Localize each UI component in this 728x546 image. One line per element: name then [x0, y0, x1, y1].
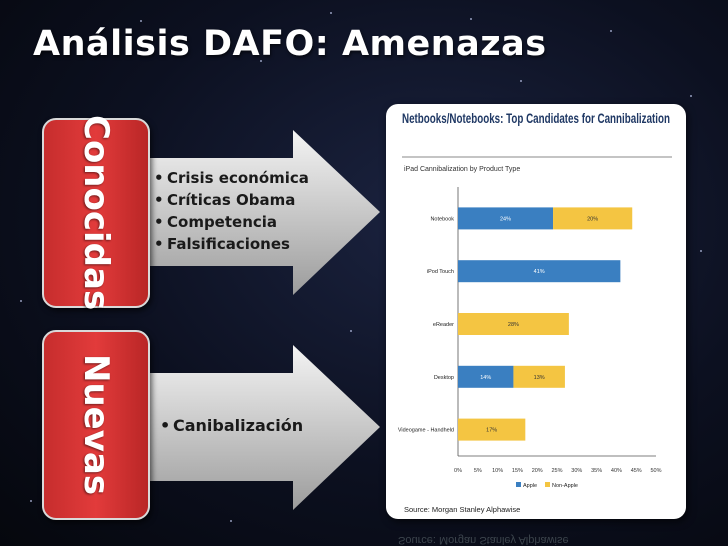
new-label: Nuevas: [76, 354, 116, 496]
x-tick-label: 35%: [591, 468, 602, 474]
chart-card: Netbooks/Notebooks: Top Candidates for C…: [386, 104, 686, 519]
bar-non-apple: [553, 207, 633, 230]
list-item: Competencia: [154, 211, 309, 233]
known-label: Conocidas: [76, 115, 116, 311]
x-tick-label: 30%: [571, 468, 582, 474]
x-tick-label: 50%: [650, 468, 661, 474]
chart-source: Source: Morgan Stanley Alphawise: [404, 505, 520, 514]
category-label: Desktop: [434, 375, 454, 381]
category-label: eReader: [433, 322, 454, 328]
x-tick-label: 15%: [512, 468, 523, 474]
list-item: Crisis económica: [154, 167, 309, 189]
x-tick-label: 20%: [532, 468, 543, 474]
known-bullet-list: Crisis económica Críticas Obama Competen…: [154, 167, 309, 255]
list-item: Críticas Obama: [154, 189, 309, 211]
bar-non-apple: [513, 365, 565, 388]
new-bullet-list: Canibalización: [160, 415, 303, 437]
data-label: 17%: [486, 428, 497, 434]
category-label: iPod Touch: [427, 269, 454, 275]
list-item: Falsificaciones: [154, 233, 309, 255]
data-label: 41%: [534, 269, 545, 275]
data-label: 13%: [534, 375, 545, 381]
bar-non-apple: [458, 418, 526, 441]
data-label: 24%: [500, 216, 511, 222]
x-tick-label: 10%: [492, 468, 503, 474]
known-label-box: Conocidas: [42, 115, 150, 311]
bar-apple: [458, 207, 554, 230]
legend-entry: Non-Apple: [552, 483, 578, 489]
category-label: Notebook: [430, 216, 454, 222]
bar-apple: [458, 365, 514, 388]
list-item: Canibalización: [160, 415, 303, 437]
legend-entry: Apple: [523, 483, 537, 489]
cannibalization-chart: Netbooks/Notebooks: Top Candidates for C…: [398, 111, 672, 514]
chart-subtitle: iPad Cannibalization by Product Type: [404, 166, 520, 173]
x-tick-label: 25%: [551, 468, 562, 474]
legend-swatch: [516, 482, 521, 487]
source-reflection: Source: Morgan Stanley Alphawise: [398, 534, 569, 546]
new-label-box: Nuevas: [42, 330, 150, 520]
bar-apple: [458, 260, 621, 283]
data-label: 20%: [587, 216, 598, 222]
data-label: 28%: [508, 322, 519, 328]
chart-title: Netbooks/Notebooks: Top Candidates for C…: [402, 111, 670, 126]
x-tick-label: 45%: [631, 468, 642, 474]
x-tick-label: 40%: [611, 468, 622, 474]
x-tick-label: 5%: [474, 468, 482, 474]
category-label: Videogame - Handheld: [398, 428, 454, 434]
legend-swatch: [545, 482, 550, 487]
x-tick-label: 0%: [454, 468, 462, 474]
data-label: 14%: [480, 375, 491, 381]
bar-non-apple: [458, 313, 569, 335]
slide-title: Análisis DAFO: Amenazas: [33, 24, 547, 64]
